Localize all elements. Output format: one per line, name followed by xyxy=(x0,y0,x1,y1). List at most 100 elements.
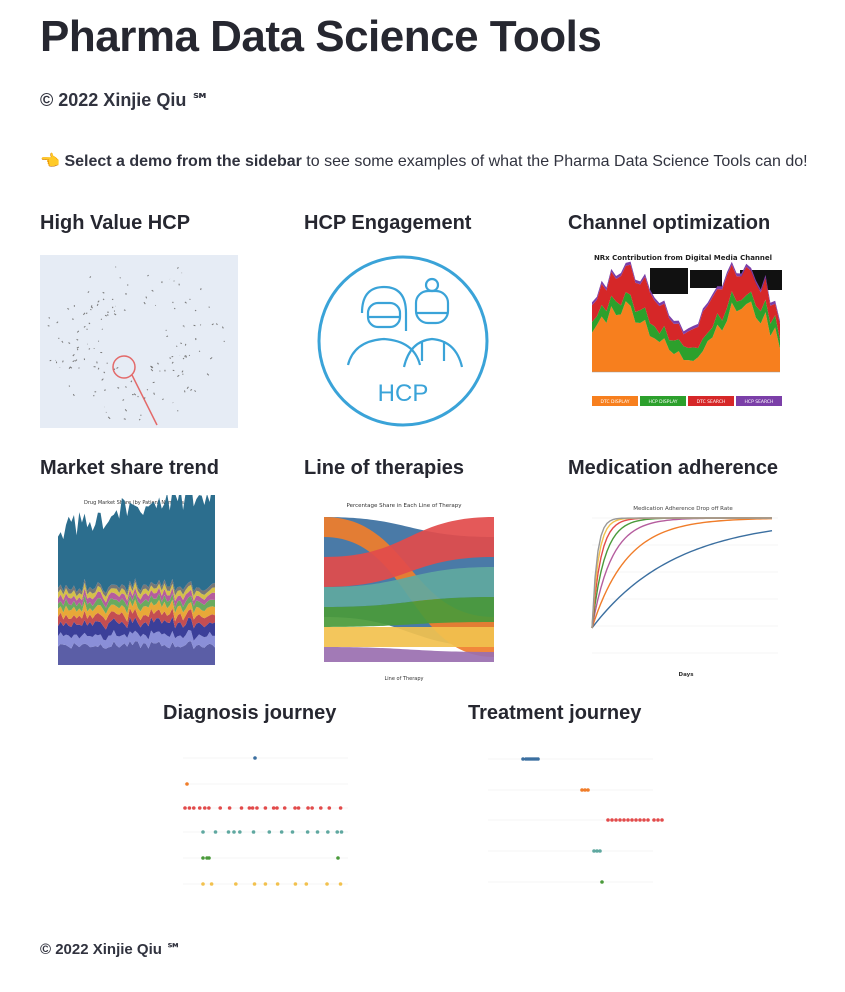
event-dot xyxy=(250,806,255,810)
area-series xyxy=(58,607,215,630)
event-dot xyxy=(592,849,596,853)
line-of-therapies-thumbnail: Percentage Share in Each Line of Therapy… xyxy=(304,497,504,683)
network-node xyxy=(215,323,218,326)
network-node xyxy=(111,306,114,309)
network-node xyxy=(189,298,191,301)
network-node xyxy=(89,276,92,279)
event-dot xyxy=(197,806,202,810)
network-node xyxy=(175,345,178,347)
network-node xyxy=(76,330,80,333)
network-node xyxy=(150,368,154,372)
network-node xyxy=(169,357,172,359)
area-series xyxy=(58,495,215,594)
adherence-line xyxy=(591,517,772,629)
legend-swatch xyxy=(736,396,782,406)
adherence-line xyxy=(591,517,772,629)
network-node xyxy=(143,301,146,305)
network-node xyxy=(177,374,180,377)
event-dot xyxy=(279,830,284,834)
event-dot xyxy=(201,830,205,834)
event-dot xyxy=(267,830,272,834)
area-series xyxy=(58,587,215,608)
diagnosis-journey-thumbnail xyxy=(163,740,355,925)
event-dot xyxy=(227,806,232,810)
event-dot xyxy=(282,806,287,810)
network-node xyxy=(68,366,71,370)
network-node xyxy=(194,309,197,312)
network-node xyxy=(165,329,167,332)
area-series xyxy=(592,264,780,349)
flow-band xyxy=(324,517,494,587)
demo-title-medication-adherence: Medication adherence xyxy=(568,457,779,479)
network-node xyxy=(145,296,148,299)
network-node xyxy=(119,277,121,279)
area-series xyxy=(58,599,215,622)
network-node xyxy=(221,326,224,329)
x-axis-label: Line of Therapy xyxy=(385,676,424,682)
event-dot xyxy=(580,788,584,792)
network-node xyxy=(102,298,105,301)
network-node xyxy=(87,291,90,293)
stacked-area-chart: Drug Market Share (by Patient Numbers) xyxy=(58,495,215,665)
adherence-line xyxy=(591,517,773,629)
intro-text: 👈 Select a demo from the sidebar to see … xyxy=(40,151,808,171)
network-node xyxy=(111,298,114,301)
event-dot xyxy=(201,856,205,860)
event-dot xyxy=(595,849,599,853)
event-dot xyxy=(293,806,297,810)
network-node xyxy=(86,328,88,331)
event-dot xyxy=(622,818,626,822)
event-dot xyxy=(202,806,207,810)
network-node xyxy=(100,318,103,320)
event-dot xyxy=(656,818,660,822)
event-dot xyxy=(234,882,238,886)
annotation-box xyxy=(690,270,722,288)
footer-copyright: © 2022 Xinjie Qiu ℠ xyxy=(40,941,182,958)
event-dot xyxy=(610,818,614,822)
hcp-circle-icon xyxy=(317,255,489,427)
hcp-engagement-thumbnail: HCP xyxy=(304,255,502,428)
network-node xyxy=(186,386,189,389)
area-series xyxy=(58,578,215,597)
network-node xyxy=(126,284,129,286)
event-dot xyxy=(232,830,236,834)
area-series xyxy=(58,592,215,614)
event-dot xyxy=(598,849,602,853)
event-dot xyxy=(536,757,540,761)
network-node xyxy=(133,393,137,396)
decay-line-chart: Medication Adherence Drop off Rate Days xyxy=(591,506,778,678)
event-dot xyxy=(336,856,340,860)
event-dot xyxy=(213,830,218,834)
network-node xyxy=(157,362,159,365)
event-dot xyxy=(255,806,259,810)
event-dot xyxy=(251,830,256,834)
network-node xyxy=(123,418,126,420)
dot-timeline-chart xyxy=(488,757,664,884)
network-node xyxy=(97,367,100,370)
network-node xyxy=(101,328,103,330)
event-dot xyxy=(315,830,320,834)
event-dot xyxy=(252,882,257,886)
area-series xyxy=(58,581,215,603)
event-dot xyxy=(263,806,268,810)
flow-band xyxy=(324,647,494,662)
event-dot xyxy=(325,882,329,886)
network-node xyxy=(72,393,75,397)
event-dot xyxy=(652,818,656,822)
event-dot xyxy=(630,818,634,822)
network-node xyxy=(146,388,149,391)
area-series xyxy=(58,641,215,665)
network-node xyxy=(199,324,202,326)
network-node xyxy=(68,342,71,344)
network-node xyxy=(104,314,107,317)
network-node xyxy=(56,321,59,324)
page-title: Pharma Data Science Tools xyxy=(40,12,602,61)
network-node xyxy=(82,312,86,316)
chart-title: Drug Market Share (by Patient Numbers) xyxy=(84,500,186,506)
network-node xyxy=(90,306,94,309)
adherence-line xyxy=(591,517,772,629)
network-node xyxy=(47,325,50,327)
pointing-hand-icon: 👈 xyxy=(40,153,60,170)
network-node xyxy=(107,416,111,420)
event-dot xyxy=(275,806,279,810)
